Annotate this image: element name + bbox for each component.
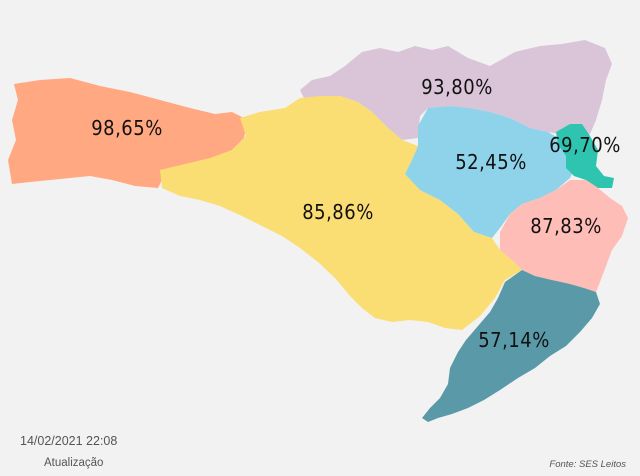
region-vale-itajai[interactable] [405, 106, 578, 238]
region-grande-oeste[interactable] [8, 78, 248, 188]
region-norte[interactable] [300, 40, 612, 140]
region-meio-oeste-serra[interactable] [160, 96, 522, 330]
region-label-sul: 57,14% [478, 328, 550, 352]
update-timestamp: 14/02/2021 22:08 [20, 434, 118, 448]
region-label-foz-itajai: 69,70% [549, 133, 621, 157]
region-label-meio-oeste-serra: 85,86% [302, 200, 374, 224]
region-label-vale-itajai: 52,45% [455, 150, 527, 174]
region-label-grande-oeste: 98,65% [91, 116, 163, 140]
region-foz-itajai[interactable] [556, 124, 614, 188]
update-label: Atualização [44, 457, 104, 469]
region-label-grande-florianopolis: 87,83% [530, 214, 602, 238]
region-grande-florianopolis[interactable] [500, 180, 628, 292]
region-label-norte: 93,80% [421, 75, 493, 99]
data-source: Fonte: SES Leitos [549, 459, 626, 470]
region-sul[interactable] [422, 270, 600, 422]
